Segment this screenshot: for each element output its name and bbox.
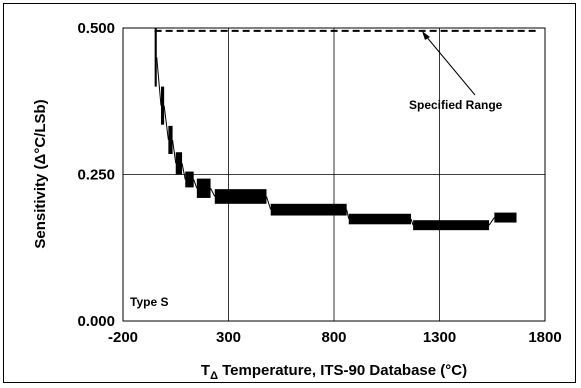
y-tick-label: 0.250 <box>77 167 115 184</box>
data-point-band <box>196 178 211 198</box>
data-step-connector <box>488 217 495 226</box>
specified-range-arrow <box>424 34 476 96</box>
y-axis-label: Sensitivity (Δ°C/LSb) <box>32 99 49 248</box>
x-tick-label: 800 <box>321 329 346 346</box>
y-tick-labels: 0.000 0.250 0.500 <box>77 20 115 330</box>
y-tick-label: 0.000 <box>77 313 115 330</box>
x-tick-label: 1800 <box>528 329 561 346</box>
data-point-band <box>348 213 412 225</box>
data-point-band <box>154 28 157 87</box>
data-point-band <box>160 86 165 125</box>
data-point-band <box>494 212 517 223</box>
data-point-band <box>168 125 173 154</box>
x-axis-label-subscript: Δ <box>210 370 218 382</box>
data-point-band <box>270 203 347 216</box>
data-point-band <box>214 189 267 204</box>
data-step-connector <box>410 218 414 226</box>
data-marks <box>154 28 517 231</box>
y-tick-label: 0.500 <box>77 20 115 37</box>
x-tick-label: 1300 <box>423 329 456 346</box>
x-tick-label: 300 <box>216 329 241 346</box>
data-step-connector <box>266 196 272 210</box>
x-tick-label: -200 <box>108 329 138 346</box>
data-point-band <box>185 171 194 188</box>
specified-range-label: Specified Range <box>409 98 503 112</box>
x-tick-labels: -200 300 800 1300 1800 <box>108 329 562 346</box>
data-step-connector <box>181 163 186 180</box>
data-step-connector <box>193 179 198 189</box>
data-point-band <box>175 152 183 175</box>
data-step-connector <box>163 105 169 140</box>
data-step-connector <box>346 209 350 220</box>
specified-range-arrowhead <box>422 31 430 40</box>
type-label: Type S <box>130 295 168 309</box>
plot-border <box>122 27 546 322</box>
data-step-connector <box>156 57 162 106</box>
data-point-band <box>413 220 490 231</box>
x-axis-label: TΔ Temperature, ITS-90 Database (°C) <box>201 362 467 382</box>
data-step-connector <box>210 188 216 197</box>
data-step-connector <box>172 139 177 164</box>
